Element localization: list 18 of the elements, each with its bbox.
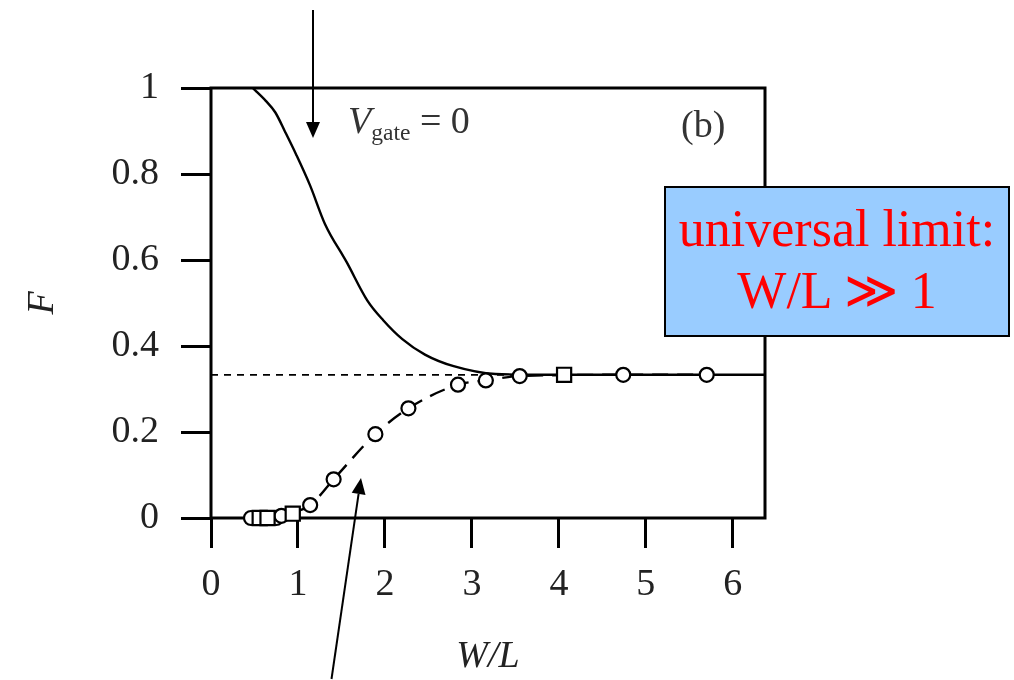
y-tick-label: 0.6 xyxy=(111,235,159,278)
y-tick-label: 0 xyxy=(140,493,159,536)
x-tick-label: 6 xyxy=(723,560,743,603)
x-tick-label: 5 xyxy=(636,560,656,603)
y-tick-label: 0.4 xyxy=(111,321,159,364)
annotation: universal limit: W/L ≫ 1 xyxy=(664,186,1010,337)
y-tick-label: 0.8 xyxy=(111,149,159,192)
y-axis-title: F xyxy=(18,290,61,316)
annotation: V$_{gate}$ = 0 xyxy=(348,99,470,146)
x-axis-title: W/L xyxy=(456,633,520,676)
x-tick-label: 3 xyxy=(462,560,482,603)
y-tick-label: 1 xyxy=(140,63,159,106)
x-tick-label: 4 xyxy=(549,560,569,603)
annotation: (b) xyxy=(681,103,726,146)
y-tick-label: 0.2 xyxy=(111,407,159,450)
x-tick-label: 2 xyxy=(375,560,395,603)
x-tick-label: 0 xyxy=(201,560,221,603)
x-tick-label: 1 xyxy=(288,560,308,603)
